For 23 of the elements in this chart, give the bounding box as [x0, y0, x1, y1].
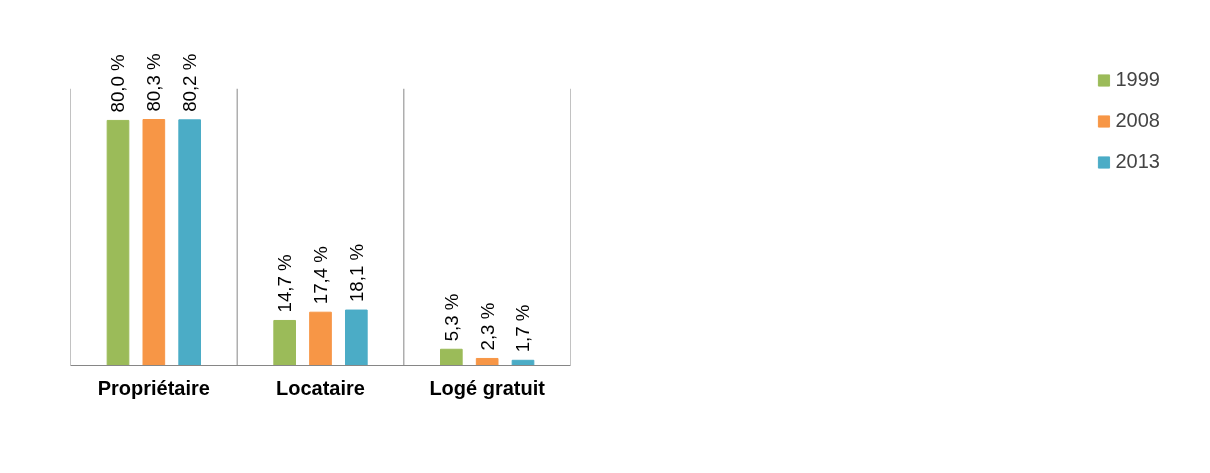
- bar: [345, 309, 368, 366]
- bar: [309, 311, 332, 366]
- data-label: 17,4 %: [310, 246, 331, 305]
- data-label: 2,3 %: [476, 302, 498, 351]
- data-label: 80,0 %: [107, 54, 129, 113]
- data-label: 5,3 %: [440, 293, 462, 342]
- data-label: 80,3 %: [143, 53, 165, 112]
- bar: [273, 319, 296, 366]
- bar: [106, 119, 130, 366]
- x-tick-label: Propriétaire: [97, 376, 210, 399]
- data-label: 1,7 %: [512, 304, 534, 353]
- legend-label: 2013: [1115, 150, 1160, 173]
- legend-label: 2008: [1115, 109, 1160, 132]
- bar: [178, 119, 201, 366]
- x-tick-label: Locataire: [276, 376, 365, 399]
- x-tick-label: Logé gratuit: [429, 376, 546, 399]
- data-label: 14,7 %: [274, 254, 296, 313]
- bar: [142, 119, 166, 366]
- bar: [440, 348, 463, 366]
- legend-label: 1999: [1115, 68, 1160, 91]
- data-label: 18,1 %: [345, 243, 367, 303]
- data-label: 80,2 %: [179, 53, 201, 112]
- bar: [475, 357, 499, 366]
